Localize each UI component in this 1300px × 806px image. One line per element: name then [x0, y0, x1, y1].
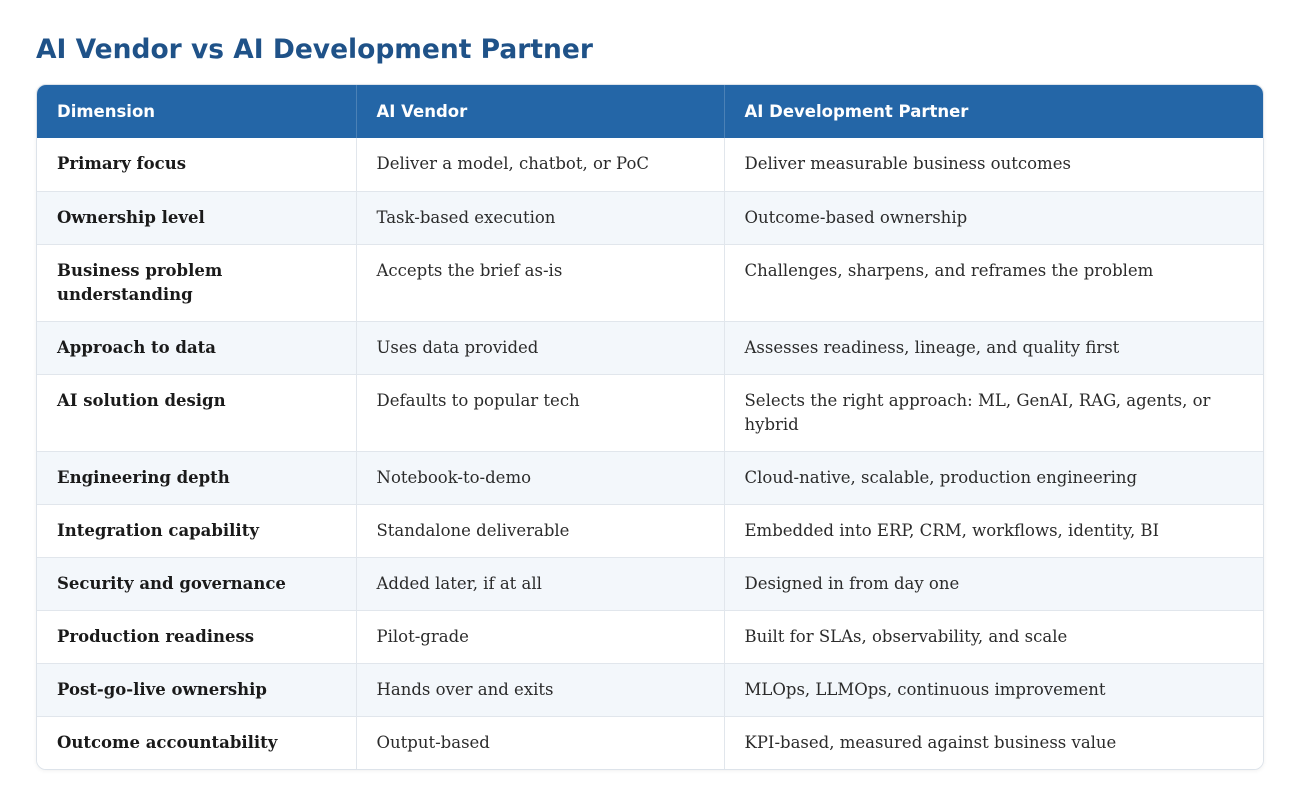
table-row: Security and governance Added later, if …	[37, 556, 1263, 610]
table-row: Approach to data Uses data provided Asse…	[37, 320, 1263, 374]
comparison-table: Dimension AI Vendor AI Development Partn…	[37, 85, 1263, 769]
table-row: Ownership level Task-based execution Out…	[37, 190, 1263, 244]
header-ai-vendor: AI Vendor	[356, 85, 725, 138]
comparison-table-card: Dimension AI Vendor AI Development Partn…	[36, 84, 1264, 770]
partner-cell: Selects the right approach: ML, GenAI, R…	[724, 373, 1263, 451]
dimension-cell: Production readiness	[37, 609, 357, 663]
table-row: AI solution design Defaults to popular t…	[37, 373, 1263, 451]
partner-cell: Embedded into ERP, CRM, workflows, ident…	[724, 503, 1263, 557]
dimension-cell: Ownership level	[37, 190, 357, 244]
table-row: Integration capability Standalone delive…	[37, 503, 1263, 557]
dimension-cell: Business problem understanding	[37, 243, 357, 321]
partner-cell: Deliver measurable business outcomes	[744, 154, 1071, 173]
table-row: Primary focus Deliver a model, chatbot, …	[37, 138, 1263, 191]
partner-cell: Cloud-native, scalable, production engin…	[724, 450, 1263, 504]
partner-cell: Built for SLAs, observability, and scale	[724, 609, 1263, 663]
partner-cell: Assesses readiness, lineage, and quality…	[724, 320, 1263, 374]
partner-cell: Designed in from day one	[724, 556, 1263, 610]
table-row: Production readiness Pilot-grade Built f…	[37, 609, 1263, 663]
vendor-cell: Accepts the brief as-is	[356, 243, 725, 321]
vendor-cell: Added later, if at all	[356, 556, 725, 610]
partner-cell: MLOps, LLMOps, continuous improvement	[724, 662, 1263, 716]
vendor-cell: Deliver a model, chatbot, or PoC	[356, 138, 725, 191]
dimension-cell: Integration capability	[37, 503, 357, 557]
dimension-cell: Outcome accountability	[37, 715, 357, 769]
partner-cell: Challenges, sharpens, and reframes the p…	[724, 243, 1263, 321]
partner-cell: KPI-based, measured against business val…	[724, 715, 1263, 769]
header-dimension: Dimension	[37, 85, 357, 138]
header-ai-development-partner: AI Development Partner	[744, 102, 969, 121]
dimension-cell: Approach to data	[37, 320, 357, 374]
vendor-cell: Output-based	[356, 715, 725, 769]
table-row: Post-go-live ownership Hands over and ex…	[37, 662, 1263, 716]
vendor-cell: Defaults to popular tech	[356, 373, 725, 451]
table-row: Engineering depth Notebook-to-demo Cloud…	[37, 450, 1263, 504]
dimension-cell: AI solution design	[37, 373, 357, 451]
page-title: AI Vendor vs AI Development Partner	[36, 34, 593, 65]
vendor-cell: Notebook-to-demo	[356, 450, 725, 504]
header-row: Dimension AI Vendor AI Development Partn…	[37, 85, 1263, 138]
table-row: Business problem understanding Accepts t…	[37, 243, 1263, 321]
table-header: Dimension AI Vendor AI Development Partn…	[37, 85, 1263, 138]
table-row: Outcome accountability Output-based KPI-…	[37, 715, 1263, 769]
dimension-cell: Post-go-live ownership	[37, 662, 357, 716]
dimension-cell: Engineering depth	[37, 450, 357, 504]
dimension-cell: Primary focus	[37, 138, 357, 191]
vendor-cell: Uses data provided	[356, 320, 725, 374]
dimension-cell: Security and governance	[37, 556, 357, 610]
vendor-cell: Hands over and exits	[356, 662, 725, 716]
vendor-cell: Standalone deliverable	[356, 503, 725, 557]
partner-cell: Outcome-based ownership	[724, 190, 1263, 244]
vendor-cell: Task-based execution	[356, 190, 725, 244]
vendor-cell: Pilot-grade	[356, 609, 725, 663]
table-body: Primary focus Deliver a model, chatbot, …	[37, 138, 1263, 769]
